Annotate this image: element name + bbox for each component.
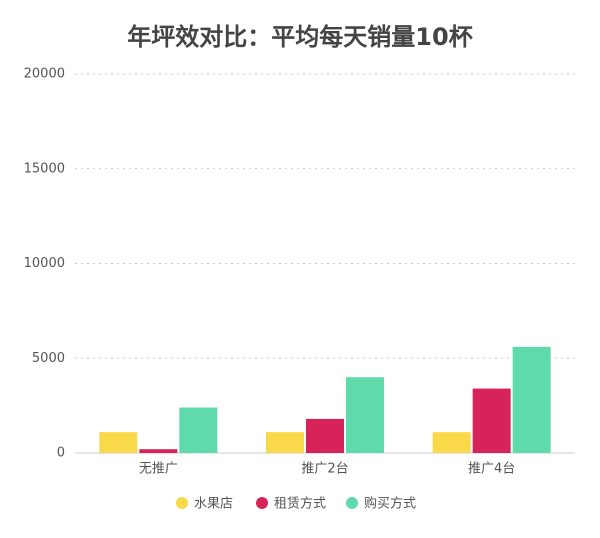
bar [266,432,304,453]
bar [139,449,178,453]
bar [472,388,511,453]
x-tick-label: 无推广 [139,462,178,477]
x-tick-label: 推广4台 [468,462,515,477]
legend-label: 购买方式 [364,496,416,512]
y-tick-label: 15000 [24,161,65,176]
legend-label: 水果店 [194,497,233,512]
legend-marker [346,497,358,509]
bar [432,432,471,453]
bar [99,432,138,453]
legend-marker [256,497,268,509]
legend-marker [176,497,188,509]
bar [512,346,551,453]
bar [306,418,344,453]
bar [346,377,384,453]
y-tick-label: 20000 [24,67,65,82]
x-tick-label: 推广2台 [301,462,348,477]
chart-title: 年坪效对比：平均每天销量10杯 [127,23,472,51]
y-tick-label: 0 [57,446,65,461]
legend-label: 租赁方式 [274,496,326,512]
y-tick-label: 10000 [24,256,65,271]
y-tick-label: 5000 [32,351,65,366]
bar [179,407,218,453]
